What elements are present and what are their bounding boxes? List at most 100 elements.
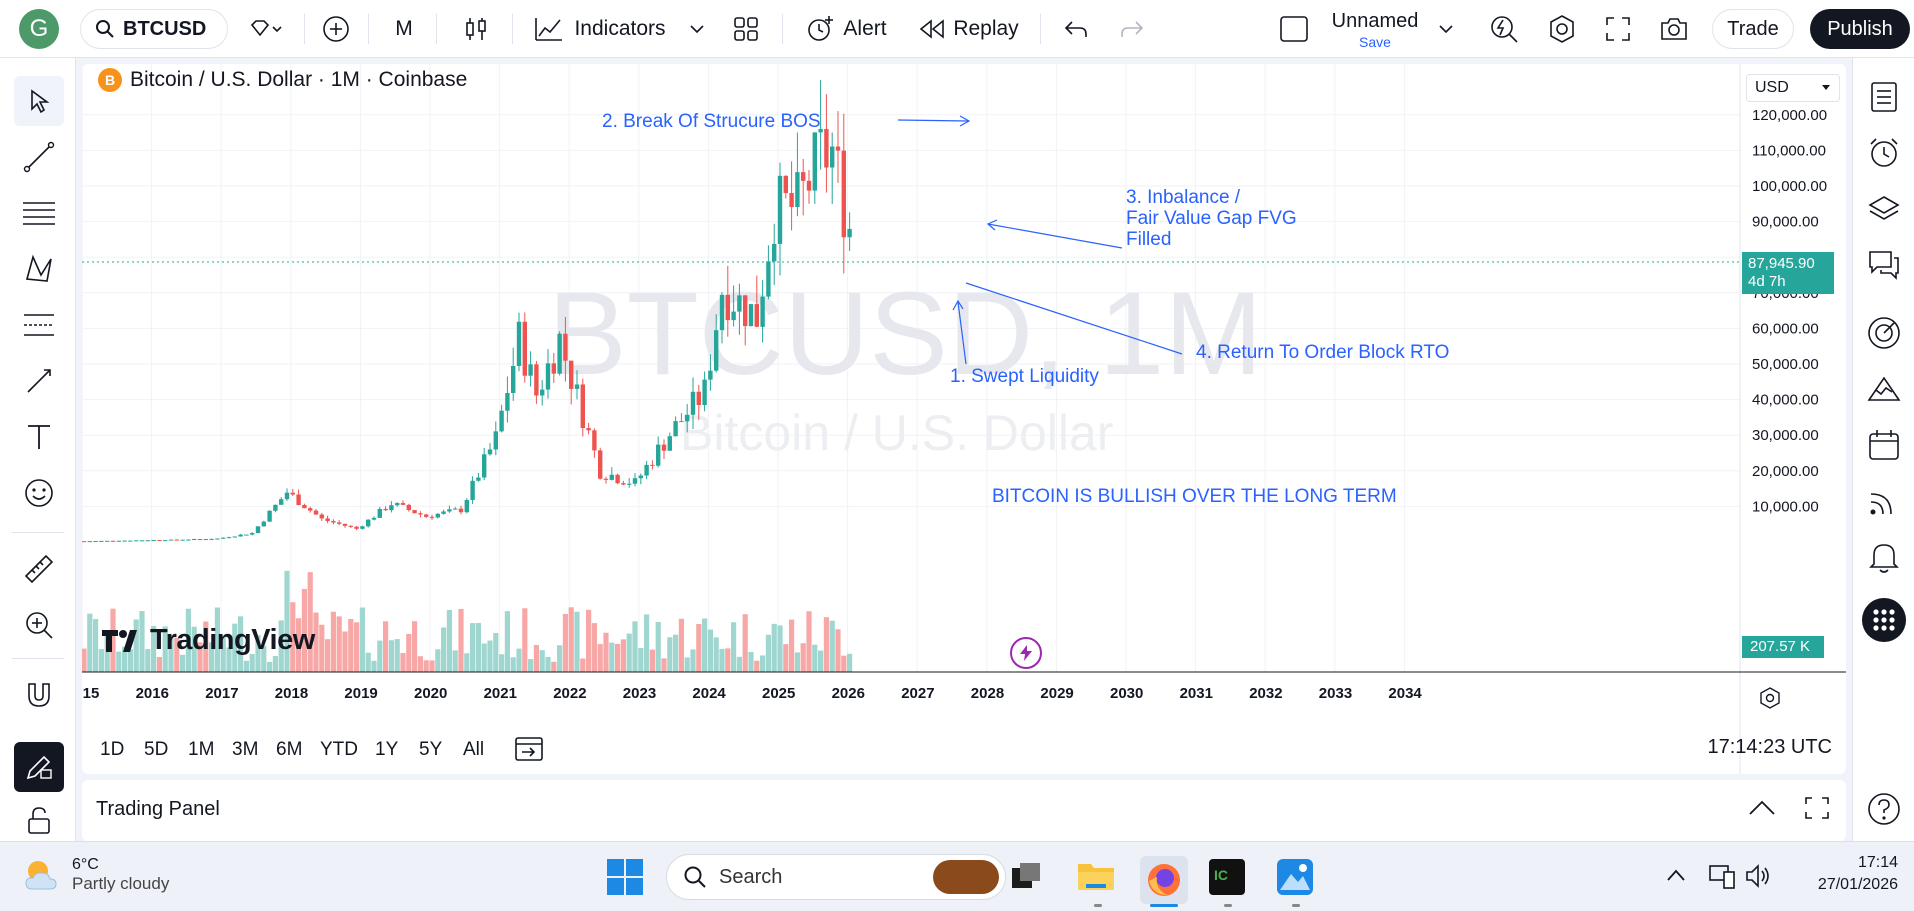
candle-body	[308, 508, 313, 511]
ai-assistant-button[interactable]	[1010, 637, 1042, 669]
watchlist-button[interactable]	[1861, 74, 1907, 120]
redo-button[interactable]	[1112, 9, 1152, 49]
utc-clock[interactable]: 17:14:23 UTC	[1707, 736, 1832, 758]
interval-button[interactable]: M	[395, 17, 413, 40]
settings-button[interactable]	[1542, 9, 1582, 49]
emoji-tool[interactable]	[14, 468, 64, 518]
products-button[interactable]	[1862, 598, 1906, 642]
range-3m-button[interactable]: 3M	[232, 739, 259, 760]
watchlist-diamond-button[interactable]	[238, 9, 294, 49]
range-6m-button[interactable]: 6M	[276, 739, 303, 760]
maximize-panel-button[interactable]	[1804, 796, 1830, 825]
measure-tool[interactable]	[14, 544, 64, 594]
chart-type-button[interactable]	[456, 9, 496, 49]
snapshot-button[interactable]	[1654, 9, 1694, 49]
taskbar-search[interactable]: Search	[666, 854, 1006, 900]
range-1d-button[interactable]: 1D	[100, 739, 125, 760]
trading-panel[interactable]: Trading Panel	[82, 780, 1846, 841]
cursor-tool[interactable]	[14, 76, 64, 126]
candle-body	[615, 474, 620, 484]
notifications-button[interactable]	[1861, 534, 1907, 580]
brush-tool[interactable]	[14, 356, 64, 406]
chevron-down-icon	[1822, 85, 1830, 90]
alert-button[interactable]: Alert	[796, 9, 896, 49]
pattern-tool[interactable]	[14, 244, 64, 294]
indicators-button[interactable]: Indicators	[530, 9, 670, 49]
annotation-bos[interactable]: 2. Break Of Strucure BOS	[602, 111, 821, 132]
layout-checkbox[interactable]	[1276, 9, 1312, 49]
indicators-dropdown[interactable]	[682, 9, 712, 49]
stay-in-drawing-mode[interactable]	[14, 742, 64, 792]
zoom-tool[interactable]	[14, 600, 64, 650]
firefox-button[interactable]	[1140, 856, 1188, 904]
collapse-panel-button[interactable]	[1748, 798, 1776, 821]
system-clock[interactable]: 17:14 27/01/2026	[1790, 854, 1898, 894]
object-tree-button[interactable]	[1861, 186, 1907, 232]
photos-button[interactable]	[1276, 858, 1314, 901]
range-1m-button[interactable]: 1M	[188, 739, 215, 760]
fullscreen-button[interactable]	[1598, 9, 1638, 49]
fib-tool[interactable]	[14, 300, 64, 350]
range-all-button[interactable]: All	[463, 739, 485, 760]
chart-pane[interactable]: BTCUSD, 1M Bitcoin / U.S. Dollar 2. Brea…	[82, 64, 1846, 774]
undo-button[interactable]	[1056, 9, 1096, 49]
volume-button[interactable]	[1744, 862, 1772, 895]
trade-button[interactable]: Trade	[1712, 9, 1794, 49]
symbol-search[interactable]: BTCUSD	[80, 9, 228, 49]
file-explorer-button[interactable]	[1076, 858, 1116, 899]
speaker-icon	[1746, 864, 1769, 888]
go-to-date-button[interactable]	[514, 734, 544, 767]
annotation-main[interactable]: BITCOIN IS BULLISH OVER THE LONG TERM	[992, 486, 1397, 507]
chart-svg[interactable]: BTCUSD, 1M Bitcoin / U.S. Dollar 2. Brea…	[82, 64, 1846, 774]
hotlists-button[interactable]	[1861, 366, 1907, 412]
range-ytd-button[interactable]: YTD	[320, 739, 358, 760]
publish-button[interactable]: Publish	[1810, 9, 1910, 49]
candle-body	[319, 514, 324, 519]
alerts-button[interactable]	[1861, 130, 1907, 176]
quick-search-button[interactable]	[1484, 9, 1524, 49]
ideas-button[interactable]	[1861, 310, 1907, 356]
network-button[interactable]	[1708, 862, 1736, 895]
annotation-rto[interactable]: 4. Return To Order Block RTO	[1196, 342, 1449, 363]
volume-bar	[800, 643, 806, 672]
candle-body	[464, 499, 469, 513]
user-avatar[interactable]: G	[19, 9, 59, 49]
compare-add-button[interactable]	[316, 9, 356, 49]
chats-button[interactable]	[1861, 242, 1907, 288]
candle-body	[400, 503, 406, 505]
horizontal-lines-tool[interactable]	[14, 188, 64, 238]
trend-line-tool[interactable]	[14, 132, 64, 182]
range-5y-button[interactable]: 5Y	[419, 739, 443, 760]
magnet-tool[interactable]	[14, 670, 64, 720]
weather-widget[interactable]: 6°C Partly cloudy	[22, 856, 169, 894]
help-button[interactable]	[1861, 786, 1907, 832]
calendar-button[interactable]	[1861, 422, 1907, 468]
task-view-button[interactable]	[1010, 860, 1042, 897]
volume-bar	[539, 650, 545, 672]
annotation-liquidity[interactable]: 1. Swept Liquidity	[950, 366, 1099, 387]
range-1y-button[interactable]: 1Y	[375, 739, 399, 760]
annotation-fvg-2[interactable]: Fair Value Gap FVG	[1126, 208, 1297, 229]
candle-body	[482, 454, 487, 478]
lock-drawings-tool[interactable]	[14, 800, 64, 840]
tray-overflow-button[interactable]	[1666, 868, 1686, 887]
currency-select[interactable]: USD	[1746, 74, 1840, 102]
annotation-fvg-3[interactable]: Filled	[1126, 229, 1171, 250]
news-stream-button[interactable]	[1861, 478, 1907, 524]
replay-button[interactable]: Replay	[914, 9, 1024, 49]
save-link[interactable]: Save	[1359, 34, 1391, 50]
layout-menu-dropdown[interactable]	[1434, 9, 1458, 49]
candles-icon	[466, 18, 486, 40]
range-5d-button[interactable]: 5D	[144, 739, 169, 760]
text-tool[interactable]	[14, 412, 64, 462]
axis-settings-button[interactable]	[1758, 686, 1782, 715]
chart-legend[interactable]: B Bitcoin / U.S. Dollar · 1M · Coinbase	[98, 64, 467, 100]
annotation-fvg-1[interactable]: 3. Inbalance /	[1126, 187, 1241, 208]
layout-name-group[interactable]: Unnamed Save	[1320, 10, 1430, 50]
layouts-button[interactable]	[726, 9, 766, 49]
volume-bar	[249, 653, 255, 672]
candle-body	[545, 363, 551, 390]
icmarkets-button[interactable]: IC	[1208, 858, 1246, 901]
start-button[interactable]	[606, 858, 644, 901]
tradingview-logo[interactable]: TradingView	[100, 624, 315, 657]
